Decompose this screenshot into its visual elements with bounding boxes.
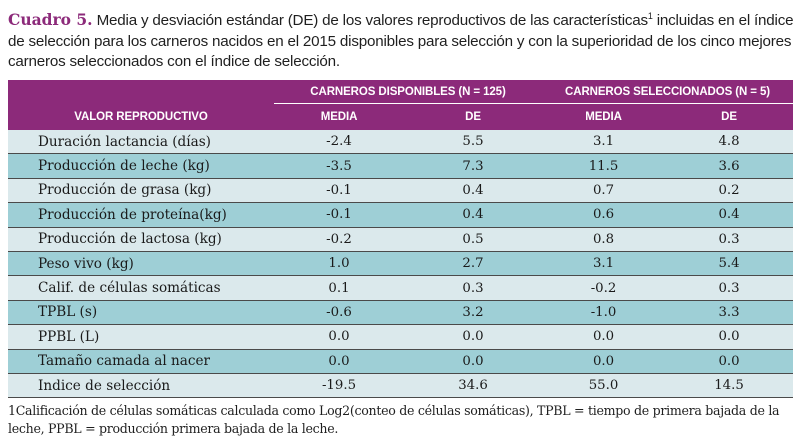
table-row: Producción de grasa (kg) -0.1 0.4 0.7 0.2 (8, 178, 794, 204)
row-selected-mean: 0.0 (542, 349, 666, 374)
table-row: Peso vivo (kg) 1.0 2.7 3.1 5.4 (8, 251, 794, 277)
row-available-sd: 3.2 (404, 300, 543, 326)
row-selected-sd: 0.0 (665, 349, 794, 374)
row-trait-name: Indice de selección (8, 373, 274, 399)
caption-text-1: Media y desviación estándar (DE) de los … (92, 12, 649, 29)
row-selected-sd: 0.3 (665, 275, 794, 301)
row-available-sd: 0.3 (404, 275, 543, 301)
group-header-available: CARNEROS DISPONIBLES (N = 125) (274, 80, 543, 104)
row-trait-name: Producción de grasa (kg) (8, 178, 274, 204)
row-selected-sd: 0.3 (665, 227, 794, 252)
row-trait-name: Tamaño camada al nacer (8, 349, 274, 374)
table-row: Producción de lactosa (kg) -0.2 0.5 0.8 0.3 (8, 227, 794, 252)
row-available-mean: -0.2 (274, 227, 404, 252)
caption-text-2: incluidas en el índice de selección para… (8, 12, 794, 70)
row-selected-mean: 0.8 (542, 227, 666, 252)
table-row: Producción de leche (kg) -3.5 7.3 11.5 3.6 (8, 153, 794, 179)
table-caption: Cuadro 5. Media y desviación estándar (D… (8, 10, 794, 73)
row-available-sd: 5.5 (404, 130, 543, 155)
row-selected-mean: 3.1 (542, 130, 666, 155)
row-trait-name: PPBL (L) (8, 324, 274, 350)
row-available-sd: 0.4 (404, 178, 543, 204)
row-selected-mean: 0.6 (542, 202, 666, 228)
row-selected-sd: 0.0 (665, 324, 794, 350)
row-selected-sd: 5.4 (665, 251, 794, 277)
table-row: TPBL (s) -0.6 3.2 -1.0 3.3 (8, 300, 794, 326)
row-available-sd: 2.7 (404, 251, 543, 277)
row-selected-mean: 55.0 (542, 373, 666, 399)
row-available-sd: 0.0 (404, 349, 543, 374)
table-footnote: 1Calificación de células somáticas calcu… (8, 403, 780, 436)
row-selected-mean: 11.5 (542, 153, 666, 179)
row-trait-name: Producción de lactosa (kg) (8, 227, 274, 252)
table-row: Calif. de células somáticas 0.1 0.3 -0.2 0.3 (8, 275, 794, 301)
row-available-mean: -2.4 (274, 130, 404, 155)
row-available-sd: 7.3 (404, 153, 543, 179)
caption-superscript: 1 (647, 10, 653, 21)
row-selected-mean: -0.2 (542, 275, 666, 301)
row-trait-name: Producción de proteína(kg) (8, 202, 274, 228)
row-available-sd: 0.0 (404, 324, 543, 350)
row-trait-name: TPBL (s) (8, 300, 274, 326)
column-header-row: VALOR REPRODUCTIVO MEDIA DE MEDIA DE (8, 103, 794, 130)
row-available-mean: 0.0 (274, 349, 404, 374)
column-header-selected-sd: DE (665, 103, 794, 130)
row-selected-mean: 3.1 (542, 251, 666, 277)
row-available-mean: -0.6 (274, 300, 404, 326)
row-selected-mean: 0.0 (542, 324, 666, 350)
row-trait-name: Calif. de células somáticas (8, 275, 274, 301)
row-available-sd: 0.4 (404, 202, 543, 228)
row-available-mean: -0.1 (274, 202, 404, 228)
row-available-mean: -3.5 (274, 153, 404, 179)
row-selected-mean: -1.0 (542, 300, 666, 326)
row-selected-sd: 3.3 (665, 300, 794, 326)
column-header-available-sd: DE (404, 103, 543, 130)
row-available-mean: 0.0 (274, 324, 404, 350)
table-row: Tamaño camada al nacer 0.0 0.0 0.0 0.0 (8, 349, 794, 374)
row-available-mean: 1.0 (274, 251, 404, 277)
caption-label: Cuadro 5. (8, 10, 93, 29)
row-selected-sd: 3.6 (665, 153, 794, 179)
row-trait-name: Duración lactancia (días) (8, 130, 274, 155)
row-selected-sd: 0.4 (665, 202, 794, 228)
column-header-trait: VALOR REPRODUCTIVO (8, 103, 274, 130)
table-row: Duración lactancia (días) -2.4 5.5 3.1 4.8 (8, 130, 794, 155)
row-available-mean: -19.5 (274, 373, 404, 399)
column-header-selected-mean: MEDIA (542, 103, 666, 130)
table-body: Duración lactancia (días) -2.4 5.5 3.1 4.8 Pr… (8, 130, 794, 399)
row-trait-name: Producción de leche (kg) (8, 153, 274, 179)
row-selected-mean: 0.7 (542, 178, 666, 204)
header-empty-cell (8, 80, 274, 104)
row-available-mean: -0.1 (274, 178, 404, 204)
table-row: Indice de selección -19.5 34.6 55.0 14.5 (8, 373, 794, 399)
reproductive-values-table: CARNEROS DISPONIBLES (N = 125) CARNEROS … (8, 80, 794, 399)
table-row: PPBL (L) 0.0 0.0 0.0 0.0 (8, 324, 794, 350)
row-available-sd: 34.6 (404, 373, 543, 399)
group-header-row: CARNEROS DISPONIBLES (N = 125) CARNEROS … (8, 80, 794, 104)
row-selected-sd: 4.8 (665, 130, 794, 155)
table-row: Producción de proteína(kg) -0.1 0.4 0.6 0.4 (8, 202, 794, 228)
group-header-selected: CARNEROS SELECCIONADOS (N = 5) (542, 80, 794, 104)
row-available-sd: 0.5 (404, 227, 543, 252)
column-header-available-mean: MEDIA (274, 103, 404, 130)
row-selected-sd: 14.5 (665, 373, 794, 399)
row-trait-name: Peso vivo (kg) (8, 251, 274, 277)
row-selected-sd: 0.2 (665, 178, 794, 204)
row-available-mean: 0.1 (274, 275, 404, 301)
